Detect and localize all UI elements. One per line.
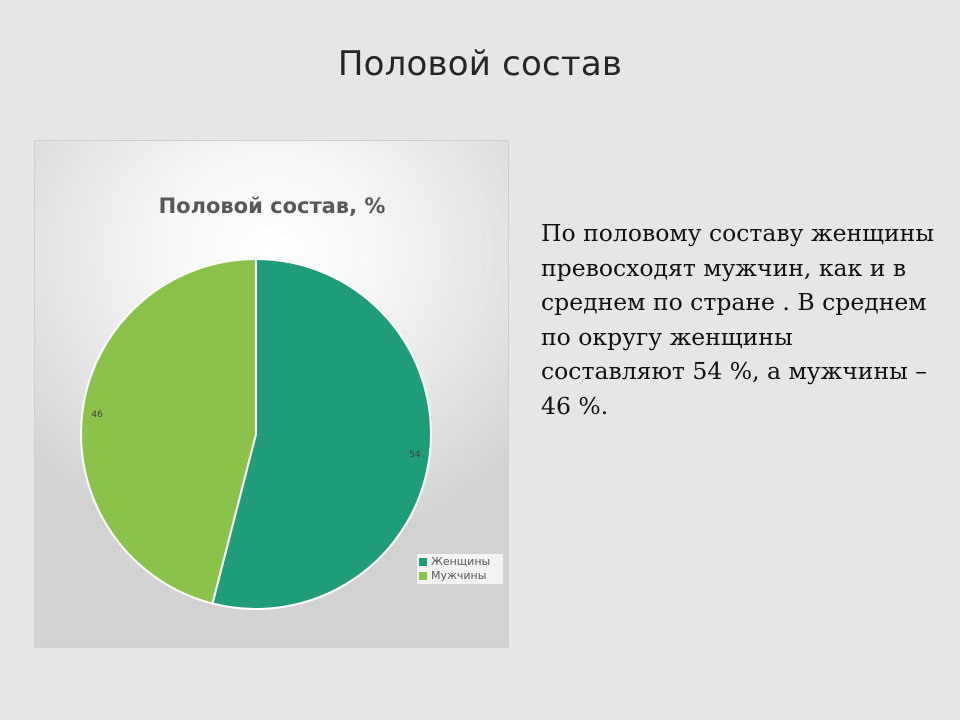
- chart-legend: Женщины Мужчины: [417, 554, 503, 584]
- legend-label-women: Женщины: [431, 555, 491, 568]
- pie-chart: Половой состав, % 54 46 Женщины Мужчины: [34, 140, 509, 648]
- legend-label-men: Мужчины: [431, 569, 487, 582]
- legend-swatch-women: [419, 558, 427, 566]
- legend-item-women: Женщины: [419, 555, 501, 569]
- pie-data-labels: 54 46: [91, 410, 420, 460]
- pie-chart-canvas: Половой состав, % 54 46: [80, 194, 432, 610]
- legend-item-men: Мужчины: [419, 569, 501, 583]
- chart-title: Половой состав, %: [159, 194, 386, 218]
- data-label-men: 46: [91, 410, 103, 420]
- legend-swatch-men: [419, 572, 427, 580]
- slide-body-text: По половому составу женщины превосходят …: [541, 219, 935, 420]
- pie-slice-men: [80, 257, 257, 605]
- pie-slices: [80, 257, 432, 610]
- slide-title: Половой состав: [337, 44, 623, 84]
- data-label-women: 54: [409, 450, 421, 460]
- pie-slice-women: [211, 257, 432, 610]
